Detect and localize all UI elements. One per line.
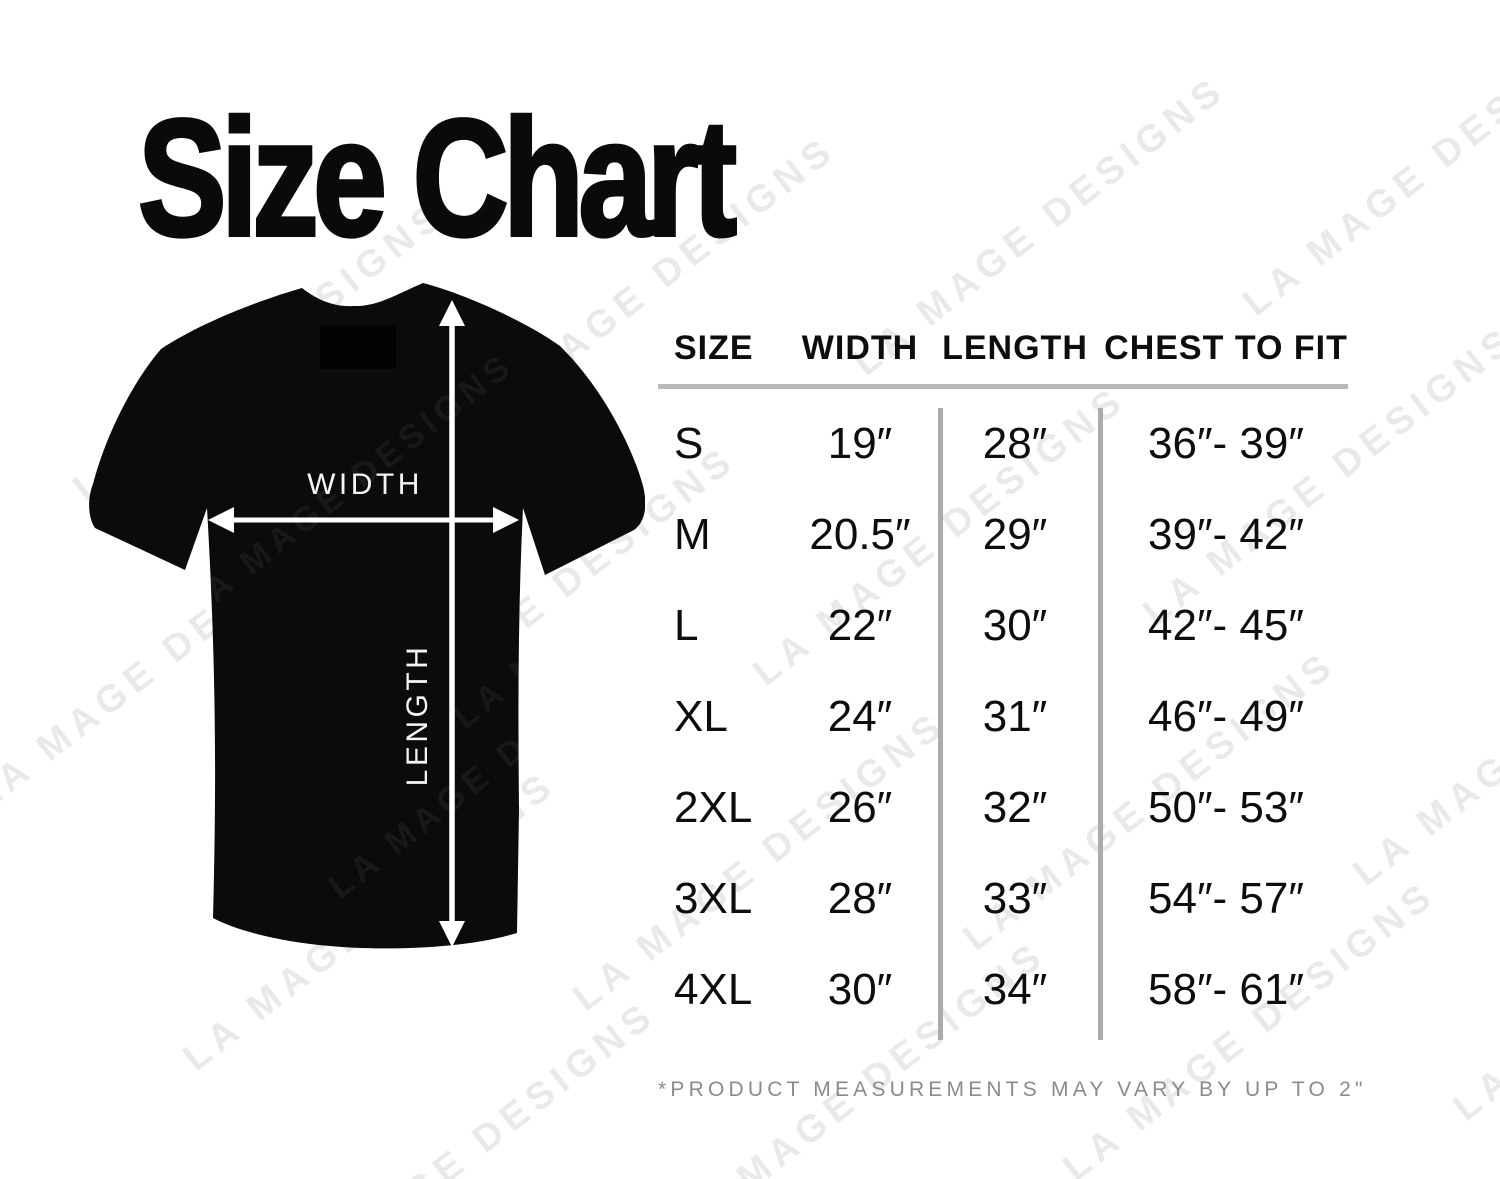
length-cell: 30″	[982, 600, 1048, 650]
header-width: WIDTH	[801, 329, 919, 367]
header-length: LENGTH	[942, 329, 1088, 367]
width-cell: 19″	[827, 418, 893, 468]
chest-to-fit-cell: 58″- 61″	[1148, 964, 1304, 1014]
watermark-text: LA MAGE DESIGNS	[1345, 578, 1500, 895]
size-cell: 4XL	[674, 964, 753, 1014]
chest-to-fit-cell: 39″- 42″	[1148, 509, 1304, 559]
chest-to-fit-cell: 46″- 49″	[1148, 691, 1304, 741]
length-cell: 32″	[982, 782, 1048, 832]
table-row: M 20.5″ 29″ 39″- 42″	[658, 489, 1352, 580]
length-cell: 31″	[982, 691, 1048, 741]
chest-to-fit-cell: 36″- 39″	[1148, 418, 1304, 468]
size-cell: S	[674, 418, 704, 468]
neck-label	[320, 325, 396, 369]
length-cell: 29″	[982, 509, 1048, 559]
table-row: L 22″ 30″ 42″- 45″	[658, 580, 1352, 671]
width-arrow-label: WIDTH	[307, 468, 423, 501]
column-divider	[938, 408, 943, 1040]
watermark-text: LA MAGE DESIGNS	[1235, 7, 1500, 325]
table-row: XL 24″ 31″ 46″- 49″	[658, 671, 1352, 762]
column-divider	[1098, 408, 1103, 1040]
length-arrow	[439, 300, 465, 947]
watermark-text: LA MAGE DESIGNS	[1445, 813, 1500, 1130]
table-header-row: SIZE WIDTH LENGTH CHEST TO FIT	[658, 322, 1352, 368]
page-title: Size Chart	[136, 86, 738, 271]
size-cell: L	[674, 600, 699, 650]
length-cell: 28″	[982, 418, 1048, 468]
length-cell: 33″	[982, 873, 1048, 923]
size-table-header: SIZE WIDTH LENGTH CHEST TO FIT	[658, 322, 1352, 368]
header-chest-to-fit: CHEST TO FIT	[1104, 329, 1348, 367]
width-cell: 28″	[827, 873, 893, 923]
header-rule	[658, 384, 1348, 389]
chest-to-fit-cell: 54″- 57″	[1148, 873, 1304, 923]
chest-to-fit-cell: 50″- 53″	[1148, 782, 1304, 832]
width-cell: 30″	[827, 964, 893, 1014]
header-size: SIZE	[674, 329, 754, 367]
tshirt-diagram: LA MAGE DESIGNS LA MAGE DESIGNS LA MAGE …	[85, 280, 645, 960]
length-cell: 34″	[982, 964, 1048, 1014]
table-row: 3XL 28″ 33″ 54″- 57″	[658, 853, 1352, 944]
watermark-text: LA MAGE DESIGNS	[275, 992, 665, 1179]
size-table-body: S 19″ 28″ 36″- 39″ M 20.5″ 29″ 39″- 42″ L 22″ 30″ 4…	[658, 398, 1352, 1035]
width-cell: 20.5″	[809, 509, 911, 559]
tshirt-silhouette	[89, 283, 645, 949]
table-row: 2XL 26″ 32″ 50″- 53″	[658, 762, 1352, 853]
table-row: S 19″ 28″ 36″- 39″	[658, 398, 1352, 489]
size-cell: 2XL	[674, 782, 753, 832]
width-cell: 26″	[827, 782, 893, 832]
chest-to-fit-cell: 42″- 45″	[1148, 600, 1304, 650]
size-cell: M	[674, 509, 711, 559]
measurement-disclaimer: *PRODUCT MEASUREMENTS MAY VARY BY UP TO …	[658, 1078, 1367, 1101]
length-arrow-label: LENGTH	[401, 644, 434, 787]
tshirt-svg: LA MAGE DESIGNS LA MAGE DESIGNS LA MAGE …	[89, 283, 645, 949]
width-cell: 24″	[827, 691, 893, 741]
table-row: 4XL 30″ 34″ 58″- 61″	[658, 944, 1352, 1035]
size-cell: 3XL	[674, 873, 753, 923]
width-cell: 22″	[827, 600, 893, 650]
size-cell: XL	[674, 691, 728, 741]
